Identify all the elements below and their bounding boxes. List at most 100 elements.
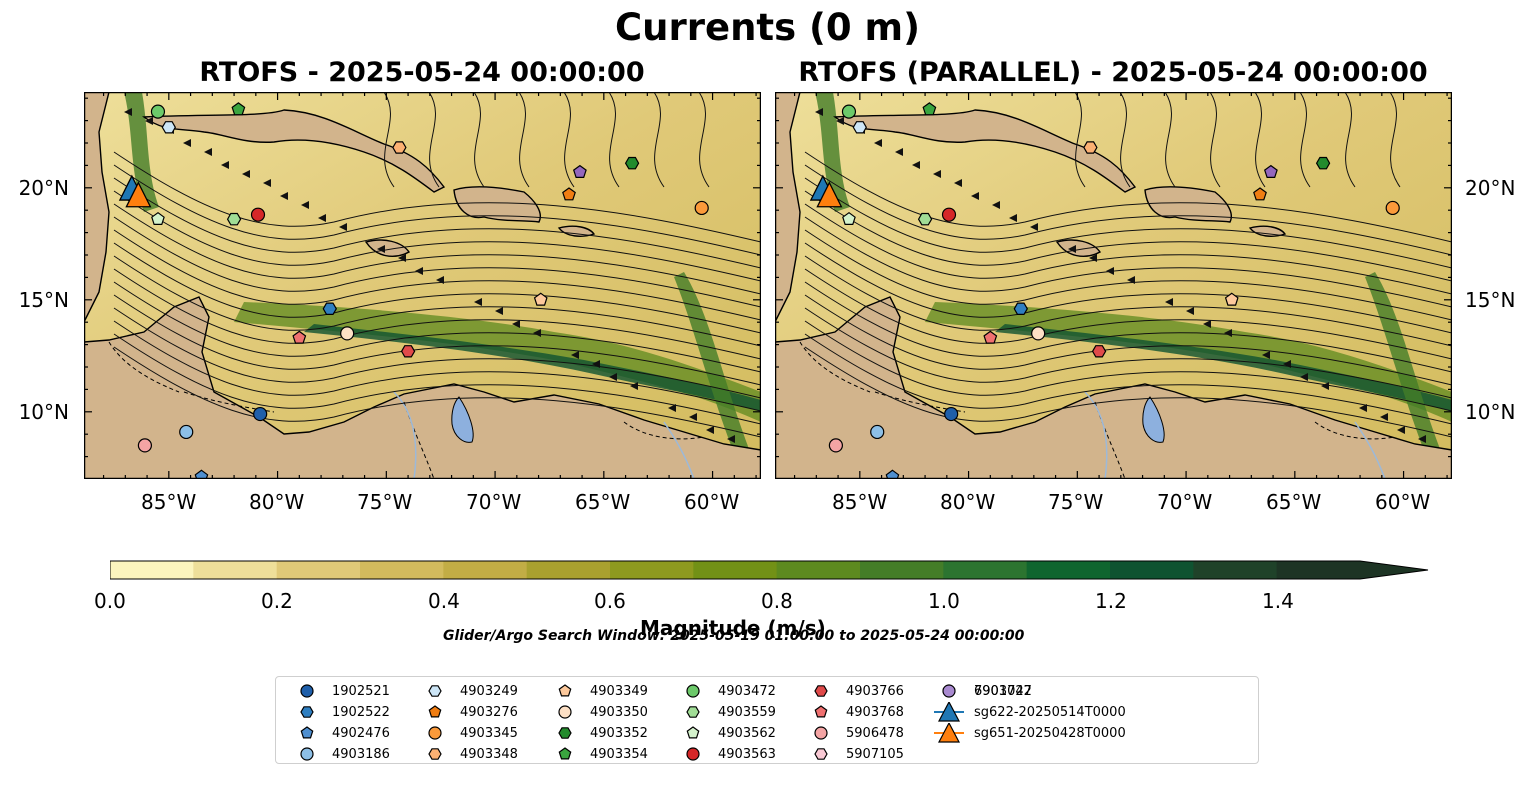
legend-marker-icon (428, 685, 442, 697)
colorbar-segment (193, 561, 278, 579)
legend-item: 4903354 (548, 744, 648, 764)
streamline (113, 216, 761, 308)
streamline (804, 255, 1452, 347)
left-x-tick-75w: 75°W (357, 490, 413, 514)
float-marker-4902476 (885, 469, 900, 479)
lake-maracaibo (451, 396, 474, 443)
streamline (804, 346, 1452, 438)
flow-arrow (592, 360, 600, 368)
float-marker-5906478 (828, 438, 844, 453)
flow-arrow (1380, 413, 1388, 421)
float-marker-6903727 (572, 164, 587, 178)
left-map-panel (84, 92, 761, 479)
streamline (113, 151, 761, 243)
flow-arrow (1397, 426, 1405, 434)
flow-arrow (1068, 245, 1076, 253)
colorbar-label: Magnitude (m/s) (640, 616, 826, 640)
legend-label: 1902521 (332, 683, 390, 699)
legend-item: 1902521 (290, 681, 390, 701)
legend-marker (300, 726, 314, 739)
colorbar-segment (693, 561, 778, 579)
float-marker-4903354 (922, 102, 937, 116)
float-marker-4903562 (151, 211, 165, 225)
float-marker-4903563 (941, 207, 957, 222)
float-marker-4903249 (852, 121, 867, 134)
landmass (84, 296, 761, 479)
legend-marker (428, 748, 442, 760)
legend-item: 4903766 (804, 681, 904, 701)
flow-arrow (339, 223, 347, 231)
legend-marker (558, 727, 572, 739)
streamline (113, 177, 761, 269)
flow-arrow (1186, 307, 1194, 315)
legend-marker (686, 706, 700, 718)
colorbar-segment (1193, 561, 1278, 579)
legend-label: 4903562 (718, 725, 776, 741)
flow-arrow (280, 192, 288, 200)
legend-marker-icon (934, 723, 964, 743)
landmass (833, 109, 1137, 193)
float-marker-6903727 (1263, 164, 1278, 178)
landmass (1248, 225, 1287, 237)
legend-marker-icon (686, 684, 700, 698)
legend-label: 5907105 (846, 746, 904, 762)
streamline (804, 294, 1452, 386)
float-marker-4903472 (841, 104, 857, 119)
legend-label: 4903354 (590, 746, 648, 762)
right-x-tick-85w: 85°W (832, 490, 888, 514)
flow-arrow (1283, 360, 1291, 368)
flow-arrow (1127, 276, 1135, 284)
legend-label: 4902476 (332, 725, 390, 741)
streamline (113, 190, 761, 282)
float-marker-4902476 (194, 469, 209, 479)
colorbar-segment (860, 561, 944, 579)
flow-arrow (1359, 404, 1367, 412)
flow-arrow (1009, 214, 1017, 222)
streamline (113, 346, 761, 438)
legend-item: 4903352 (548, 723, 648, 743)
colorbar-tick-1: 0.2 (261, 589, 293, 613)
landmass (142, 109, 446, 193)
flow-arrow (474, 298, 482, 306)
colorbar-tick-0: 0.0 (94, 589, 126, 613)
legend-marker (558, 747, 572, 760)
right-x-tick-80w: 80°W (940, 490, 996, 514)
streamline (113, 268, 761, 360)
flow-arrow (668, 404, 676, 412)
flow-arrow (263, 179, 271, 187)
legend-marker-icon (300, 726, 314, 739)
float-marker-4903350 (340, 326, 355, 341)
right-panel-title: RTOFS (PARALLEL) - 2025-05-24 00:00:00 (798, 57, 1428, 88)
float-marker-1902521 (944, 406, 959, 422)
right-y-tick-15n: 15°N (1465, 288, 1516, 312)
float-marker-4903348 (392, 141, 407, 154)
legend-item: 5907105 (804, 744, 904, 764)
streamline (113, 255, 761, 347)
left-x-tick-85w: 85°W (141, 490, 197, 514)
lake-maracaibo (1142, 396, 1165, 443)
legend-marker-icon (814, 705, 828, 718)
flow-arrow (145, 117, 153, 125)
streamline (113, 281, 761, 373)
colorbar-tick-5: 1.0 (928, 589, 960, 613)
colorbar-extend-arrow (1360, 561, 1428, 579)
landmass (775, 296, 1452, 479)
streamline (804, 307, 1452, 399)
legend-marker-icon (814, 748, 828, 760)
flow-arrow (183, 139, 191, 147)
left-panel-title: RTOFS - 2025-05-24 00:00:00 (199, 57, 645, 88)
figure-title: Currents (0 m) (614, 6, 920, 49)
legend-marker-icon (686, 747, 700, 761)
legend-label: 4903249 (460, 683, 518, 699)
flow-arrow (1262, 351, 1270, 359)
colorbar-tick-6: 1.2 (1095, 589, 1127, 613)
legend-marker-icon (428, 748, 442, 760)
float-marker-4903559 (917, 212, 933, 226)
legend-item: 4903349 (548, 681, 648, 701)
legend-item: 4903350 (548, 702, 648, 722)
float-marker-4903186 (179, 424, 194, 440)
colorbar-segment (1110, 561, 1194, 579)
streamline (804, 203, 1452, 295)
left-x-tick-65w: 65°W (575, 490, 631, 514)
search-window-text: Glider/Argo Search Window: 2025-05-19 01… (443, 628, 1025, 644)
